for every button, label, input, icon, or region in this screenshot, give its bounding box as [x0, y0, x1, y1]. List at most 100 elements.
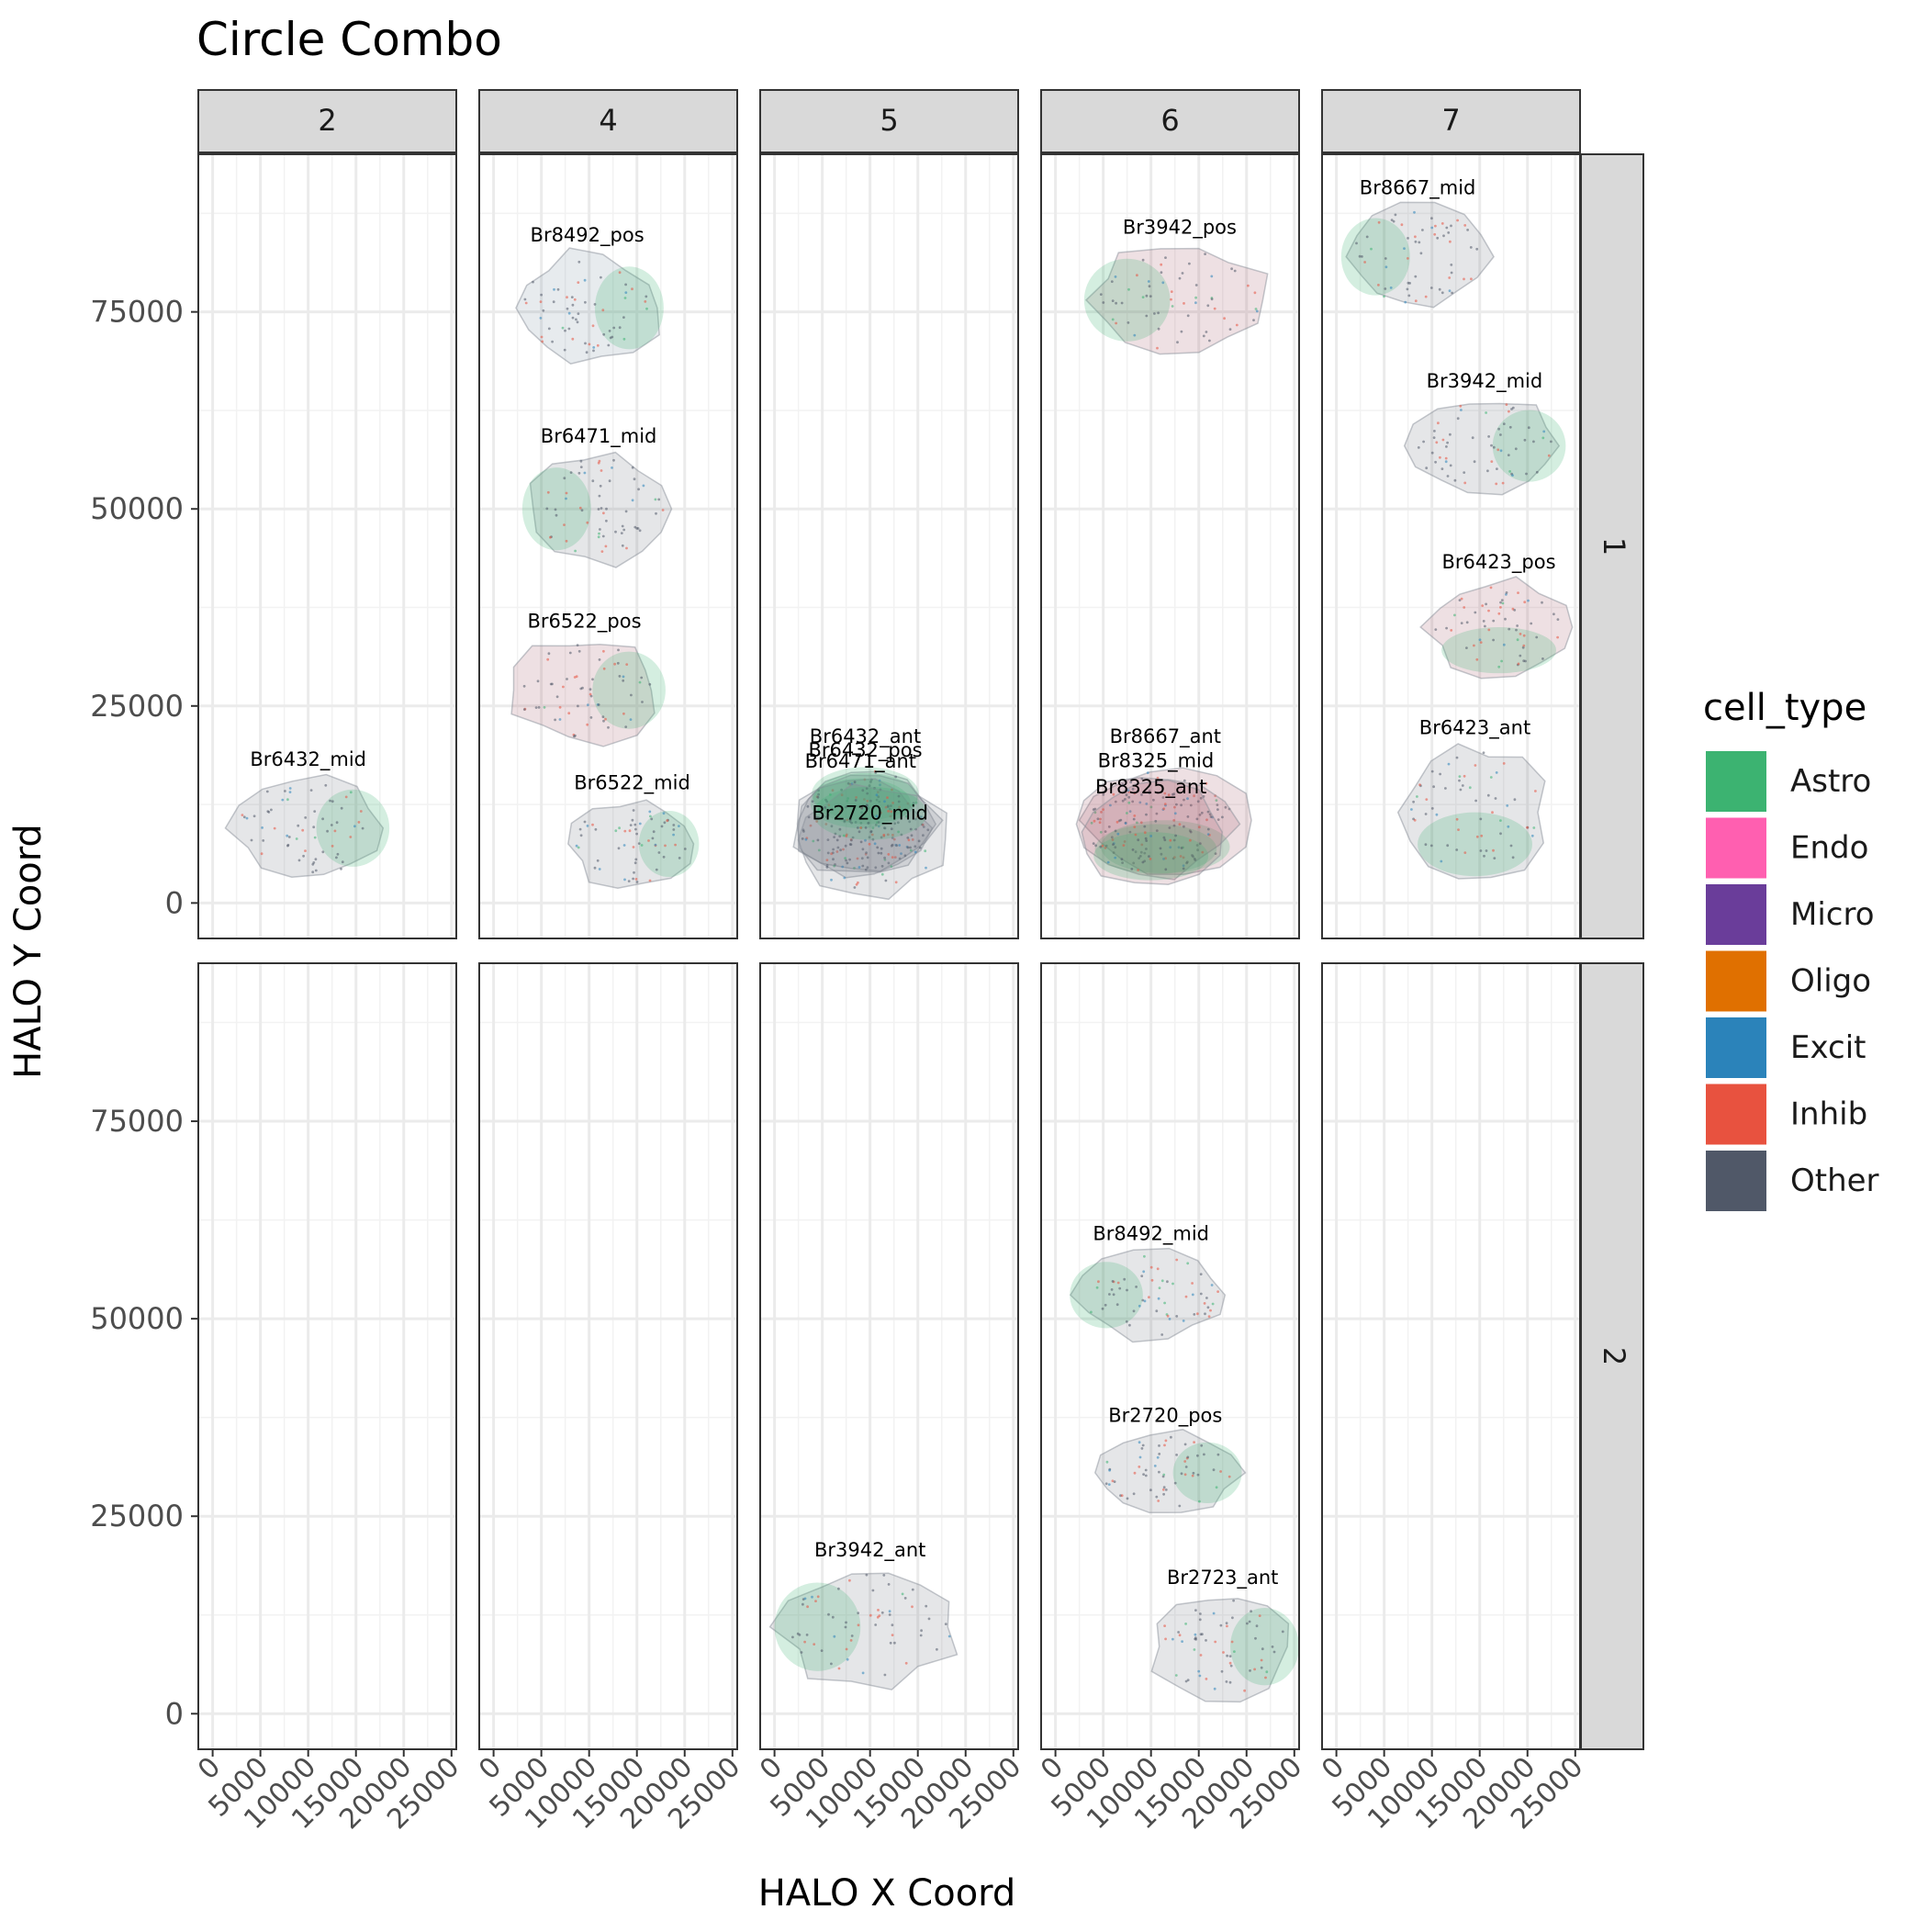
cell-point: [1162, 1486, 1166, 1489]
cell-point: [1152, 798, 1155, 802]
cell-point: [1505, 591, 1508, 594]
cell-point: [522, 708, 526, 711]
cell-point: [549, 535, 552, 539]
cell-point: [806, 804, 810, 808]
cell-point: [1148, 789, 1151, 792]
cell-point: [591, 479, 595, 483]
cell-point: [1216, 803, 1219, 806]
panel-border: [478, 153, 738, 939]
cell-point: [1497, 665, 1501, 668]
cell-point: [871, 810, 874, 814]
sample-label: Br8492_mid: [1093, 1223, 1209, 1246]
cell-point: [1163, 1624, 1166, 1627]
cell-point: [911, 1605, 914, 1609]
cell-point: [1227, 1475, 1231, 1478]
cell-point: [1406, 287, 1409, 291]
cell-point: [1159, 847, 1162, 850]
cell-point: [1458, 775, 1462, 778]
cell-point: [1216, 1453, 1220, 1456]
cell-point: [546, 657, 550, 661]
cell-point: [1460, 409, 1463, 411]
cell-point: [335, 821, 339, 825]
cell-point: [543, 706, 546, 709]
cell-point: [678, 825, 680, 827]
cell-point: [1527, 426, 1530, 430]
cell-point: [1511, 474, 1514, 477]
cell-point: [577, 281, 580, 284]
cell-point: [672, 824, 676, 826]
panel-border: [759, 962, 1019, 1750]
cell-point: [1480, 834, 1484, 837]
y-tick-label: 25000: [90, 1499, 184, 1533]
cell-point: [241, 814, 244, 816]
cell-point: [837, 1667, 841, 1670]
cell-point: [612, 326, 616, 330]
cell-point: [1370, 247, 1373, 251]
cell-point: [1098, 821, 1102, 825]
cell-point: [1157, 311, 1160, 315]
cell-point: [849, 1639, 853, 1642]
cell-point: [242, 815, 246, 819]
panel-background: [760, 154, 1018, 938]
panel-background: [198, 154, 456, 938]
cell-point: [637, 488, 640, 491]
cell-point: [672, 833, 675, 837]
cell-point: [801, 1602, 804, 1606]
cell-point: [586, 723, 589, 726]
cell-point: [1198, 1674, 1202, 1678]
cell-point: [846, 781, 850, 785]
cell-point: [632, 846, 635, 848]
cell-point: [1424, 813, 1428, 815]
cell-point: [1128, 830, 1132, 834]
cell-point: [1491, 811, 1494, 814]
cell-point: [539, 300, 543, 303]
cell-point: [1115, 301, 1117, 305]
cell-point: [1492, 445, 1496, 449]
tissue-section: [1078, 767, 1252, 875]
cell-point: [877, 821, 880, 824]
cell-point: [816, 838, 820, 842]
cell-point: [1515, 628, 1518, 632]
cell-point: [882, 1574, 886, 1577]
cell-point: [586, 825, 589, 827]
cell-point: [567, 311, 571, 315]
cell-point: [604, 717, 607, 721]
cell-point: [1205, 331, 1208, 333]
cell-point: [1108, 1293, 1111, 1296]
cell-point: [1127, 795, 1131, 799]
cell-point: [1099, 830, 1103, 834]
cell-point: [583, 471, 587, 475]
cell-point: [1131, 848, 1135, 851]
cell-point: [361, 826, 364, 830]
cell-point: [1519, 654, 1522, 657]
cell-point: [1110, 836, 1114, 839]
panel-border: [1040, 962, 1300, 1750]
sample-label: Br3942_ant: [814, 1539, 925, 1562]
cell-point: [883, 826, 887, 830]
cell-point: [571, 337, 575, 341]
cell-point: [1492, 619, 1496, 623]
cell-point: [523, 298, 527, 301]
cell-point: [1205, 818, 1208, 822]
cell-point: [1155, 829, 1159, 832]
cell-point: [1511, 856, 1515, 859]
cell-point: [1110, 1288, 1114, 1291]
cell-point: [1496, 448, 1500, 452]
cell-point: [1136, 821, 1138, 825]
cell-point: [1110, 280, 1114, 283]
cell-point: [566, 678, 568, 680]
cell-point: [1156, 1267, 1160, 1271]
cell-point: [1487, 435, 1490, 438]
cell-point: [1424, 843, 1428, 847]
cell-point: [889, 807, 891, 811]
cell-point: [635, 881, 639, 883]
cell-point: [1219, 1623, 1223, 1627]
cell-point: [601, 534, 605, 538]
cell-point: [817, 816, 821, 820]
cell-point: [922, 834, 925, 837]
cell-point: [1460, 597, 1463, 601]
cell-point: [553, 287, 555, 291]
cell-point: [880, 851, 883, 855]
cell-point: [245, 816, 249, 820]
cell-point: [579, 459, 583, 463]
